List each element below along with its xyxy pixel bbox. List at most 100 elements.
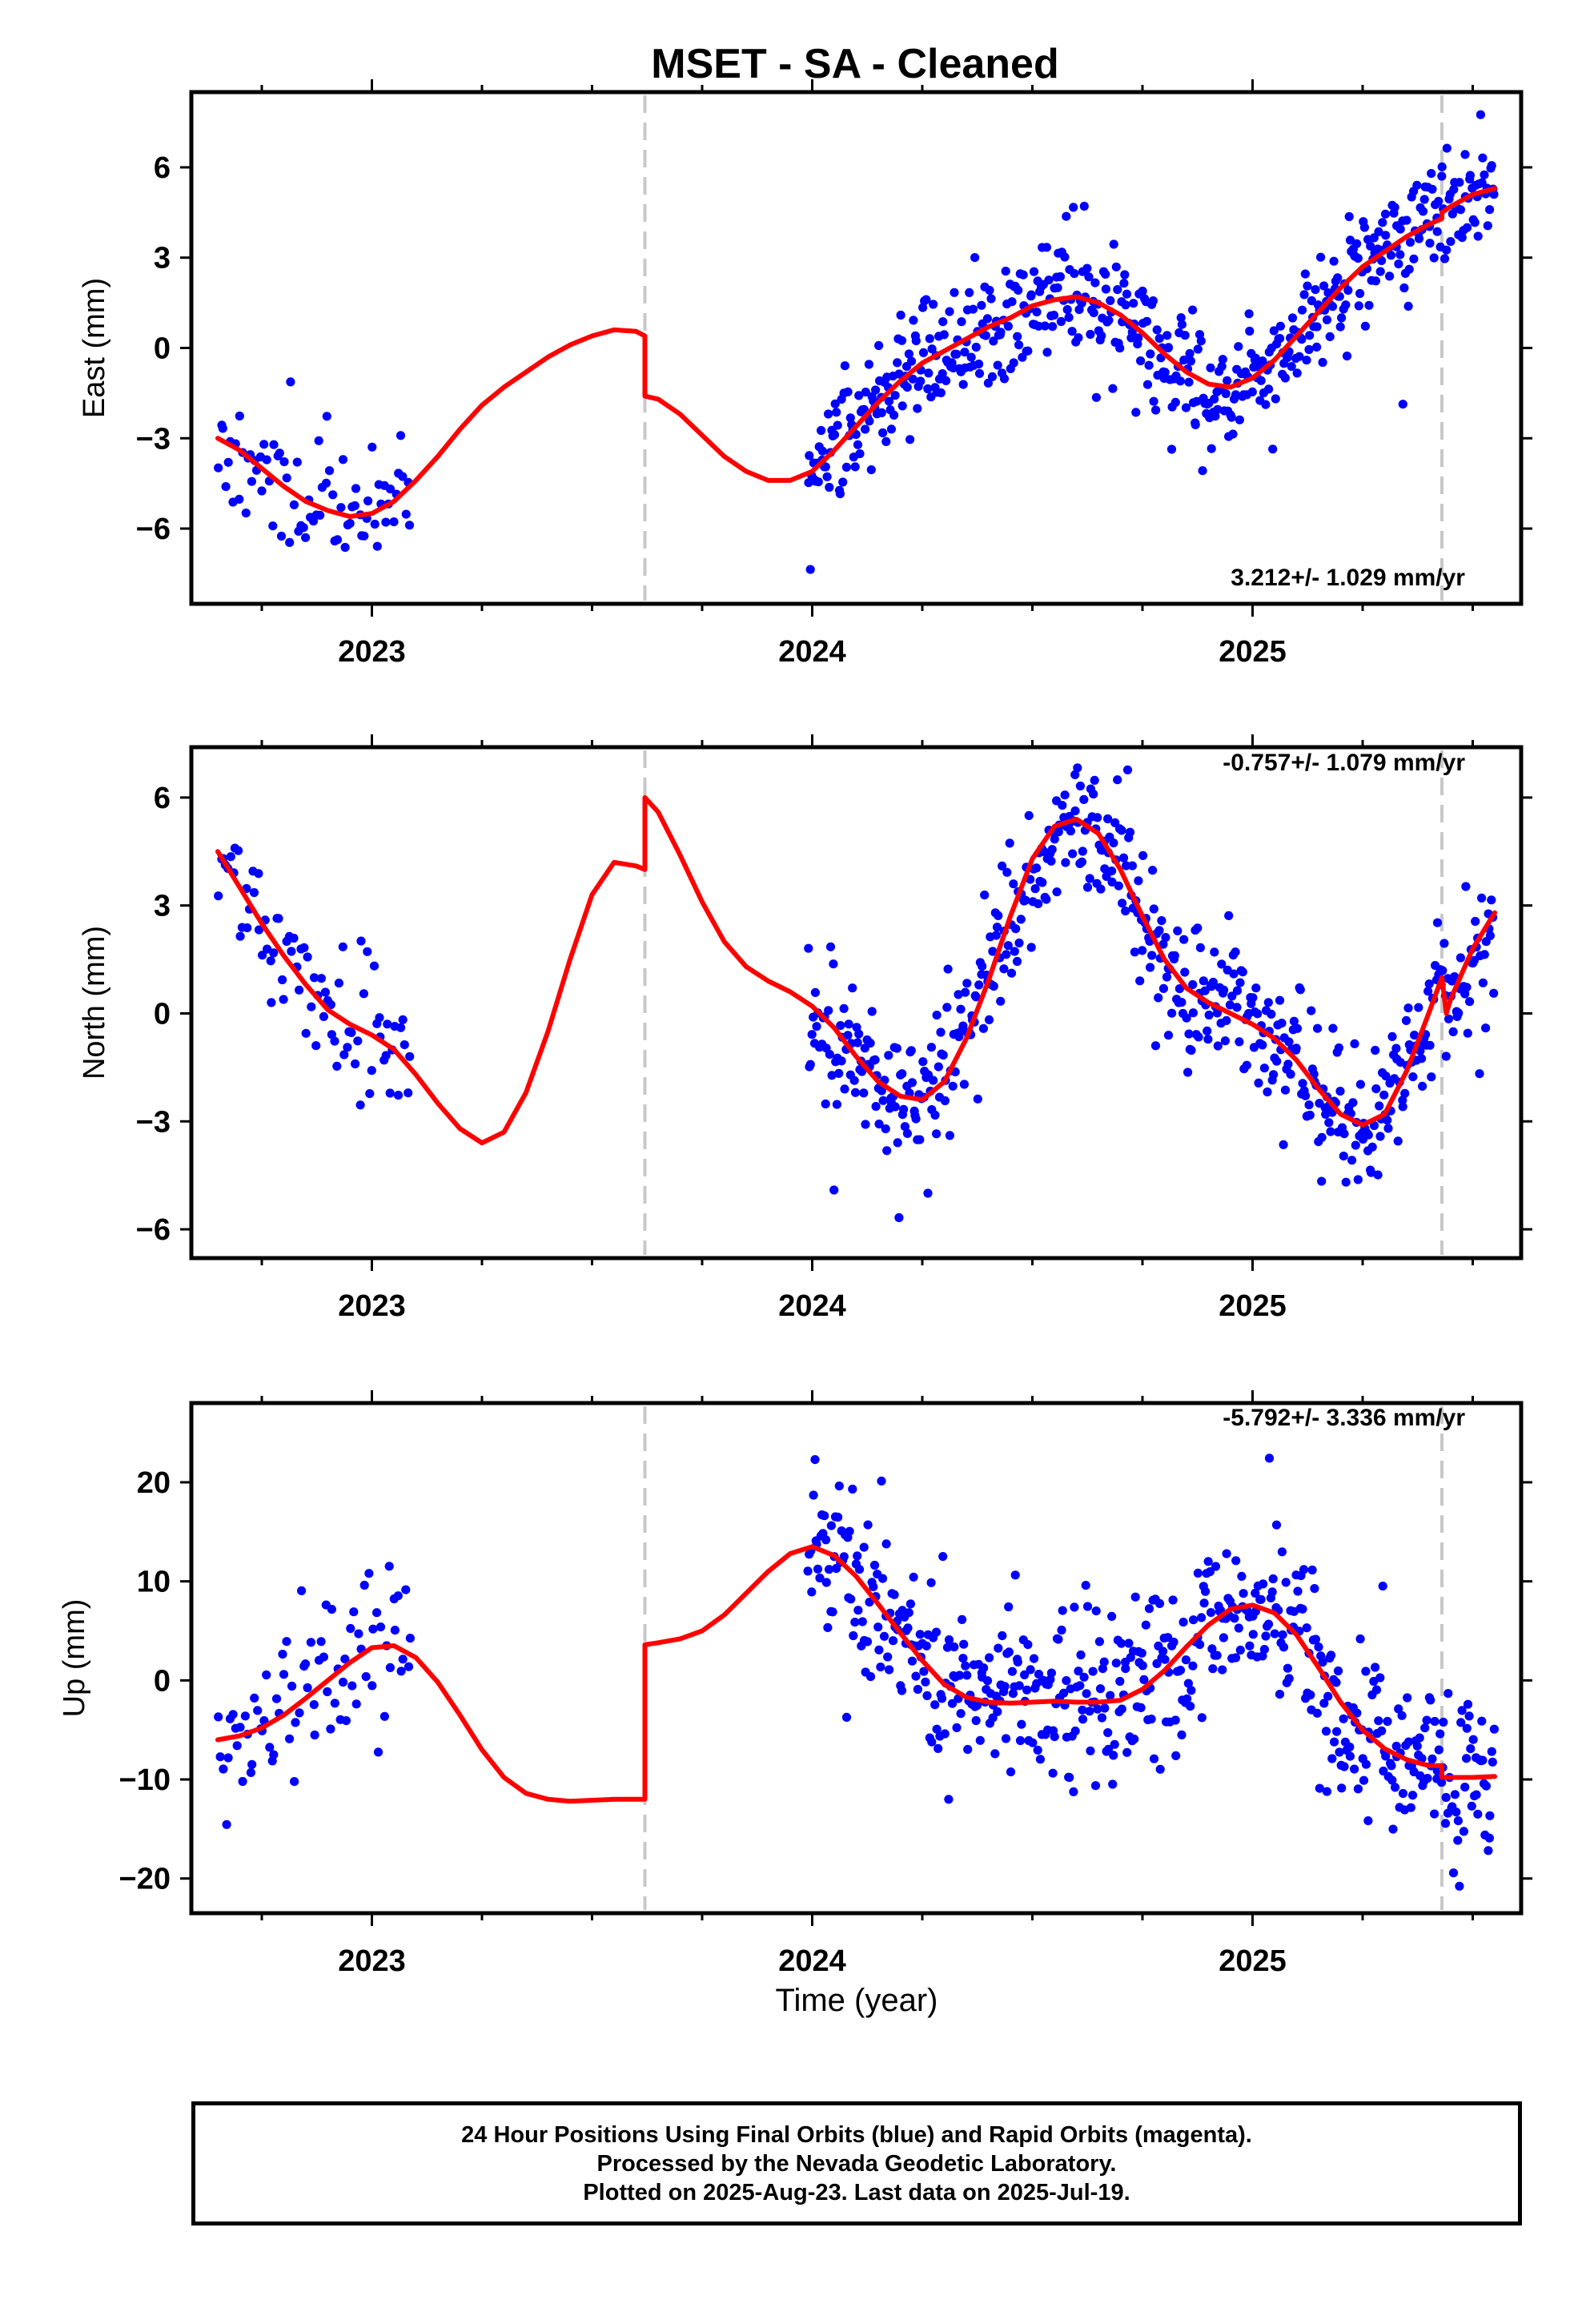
data-point bbox=[817, 425, 826, 436]
data-point bbox=[1079, 794, 1089, 805]
data-point bbox=[1026, 1665, 1035, 1675]
data-point bbox=[1350, 1764, 1359, 1774]
data-point bbox=[1006, 968, 1017, 978]
data-point bbox=[974, 368, 985, 378]
data-point bbox=[1405, 237, 1415, 247]
data-point bbox=[1136, 356, 1146, 366]
data-point bbox=[1086, 329, 1095, 340]
data-point bbox=[850, 1618, 860, 1627]
data-point bbox=[401, 1585, 411, 1594]
data-point bbox=[822, 472, 832, 481]
data-point bbox=[1395, 250, 1405, 259]
data-point bbox=[1258, 356, 1267, 366]
data-point bbox=[1339, 1152, 1348, 1161]
data-point bbox=[839, 1003, 849, 1013]
data-point bbox=[859, 1088, 869, 1098]
data-point bbox=[1375, 1673, 1385, 1683]
data-point bbox=[839, 1552, 849, 1562]
data-point bbox=[1065, 1772, 1074, 1783]
data-point bbox=[1367, 1168, 1376, 1177]
data-point bbox=[1478, 153, 1488, 163]
data-point bbox=[1439, 254, 1450, 263]
data-point bbox=[942, 1642, 953, 1652]
data-point bbox=[1223, 376, 1232, 385]
data-point bbox=[314, 436, 323, 445]
data-point bbox=[1391, 1741, 1401, 1751]
data-point bbox=[937, 1694, 947, 1703]
data-point bbox=[1210, 394, 1219, 404]
data-point bbox=[1456, 1718, 1466, 1727]
data-point bbox=[911, 336, 921, 346]
data-point bbox=[1284, 1037, 1294, 1047]
data-point bbox=[241, 509, 251, 518]
data-point bbox=[1350, 1039, 1359, 1048]
data-point bbox=[1193, 1568, 1203, 1578]
data-point bbox=[353, 1036, 363, 1046]
y-axis-label: East (mm) bbox=[78, 278, 111, 418]
data-point bbox=[1455, 178, 1464, 187]
data-point bbox=[214, 891, 223, 901]
data-point bbox=[836, 1021, 845, 1031]
data-point bbox=[805, 451, 814, 460]
data-point bbox=[309, 1700, 319, 1710]
data-point bbox=[279, 995, 288, 1004]
data-point bbox=[1013, 1657, 1022, 1667]
data-point bbox=[1185, 348, 1195, 359]
data-point bbox=[1042, 895, 1051, 904]
data-point bbox=[1391, 1783, 1400, 1792]
data-point bbox=[1148, 866, 1158, 875]
data-point bbox=[1111, 262, 1121, 271]
data-point bbox=[1213, 404, 1223, 414]
data-point bbox=[1375, 1132, 1385, 1141]
data-point bbox=[1453, 1835, 1463, 1845]
data-point bbox=[1077, 857, 1086, 866]
data-point bbox=[938, 317, 948, 327]
data-point bbox=[1122, 861, 1131, 870]
data-point bbox=[1267, 1587, 1277, 1597]
data-point bbox=[1312, 1708, 1322, 1718]
data-point bbox=[1472, 1790, 1481, 1799]
data-point bbox=[890, 391, 900, 400]
data-point bbox=[1107, 866, 1117, 876]
data-point bbox=[988, 1713, 998, 1723]
data-point bbox=[1211, 1562, 1221, 1571]
data-point bbox=[1307, 1006, 1316, 1015]
data-point bbox=[1004, 1602, 1014, 1612]
data-point bbox=[1242, 1060, 1251, 1070]
data-point bbox=[1139, 1675, 1149, 1684]
data-point bbox=[1377, 255, 1387, 265]
data-point bbox=[874, 1120, 884, 1129]
data-point bbox=[1097, 331, 1106, 340]
data-point bbox=[1425, 1040, 1435, 1050]
data-point bbox=[1427, 1072, 1436, 1082]
plot-area bbox=[191, 92, 1521, 604]
data-point bbox=[1186, 356, 1195, 366]
data-point bbox=[1117, 1638, 1126, 1648]
y-tick-label: 10 bbox=[137, 1566, 171, 1599]
data-point bbox=[301, 1028, 311, 1038]
data-point bbox=[1393, 1136, 1403, 1146]
data-point bbox=[1155, 1764, 1165, 1774]
data-point bbox=[1110, 1739, 1119, 1749]
data-point bbox=[1234, 1623, 1243, 1633]
data-point bbox=[350, 501, 359, 511]
data-point bbox=[1414, 1003, 1423, 1012]
data-point bbox=[1335, 322, 1345, 332]
data-point bbox=[1163, 1031, 1174, 1040]
data-point bbox=[853, 1038, 862, 1047]
data-point bbox=[843, 387, 853, 396]
data-point bbox=[1280, 373, 1290, 383]
data-point bbox=[877, 1574, 888, 1583]
data-point bbox=[918, 348, 929, 357]
data-point bbox=[396, 1667, 406, 1676]
data-point bbox=[1108, 1779, 1118, 1789]
data-point bbox=[1319, 281, 1329, 291]
data-point bbox=[1407, 1791, 1418, 1800]
data-point bbox=[370, 519, 379, 529]
data-point bbox=[1287, 313, 1298, 323]
data-point bbox=[1199, 976, 1208, 986]
data-point bbox=[393, 1591, 403, 1601]
data-point bbox=[1049, 311, 1059, 320]
data-point bbox=[1369, 1120, 1379, 1131]
data-point bbox=[1218, 1665, 1227, 1675]
